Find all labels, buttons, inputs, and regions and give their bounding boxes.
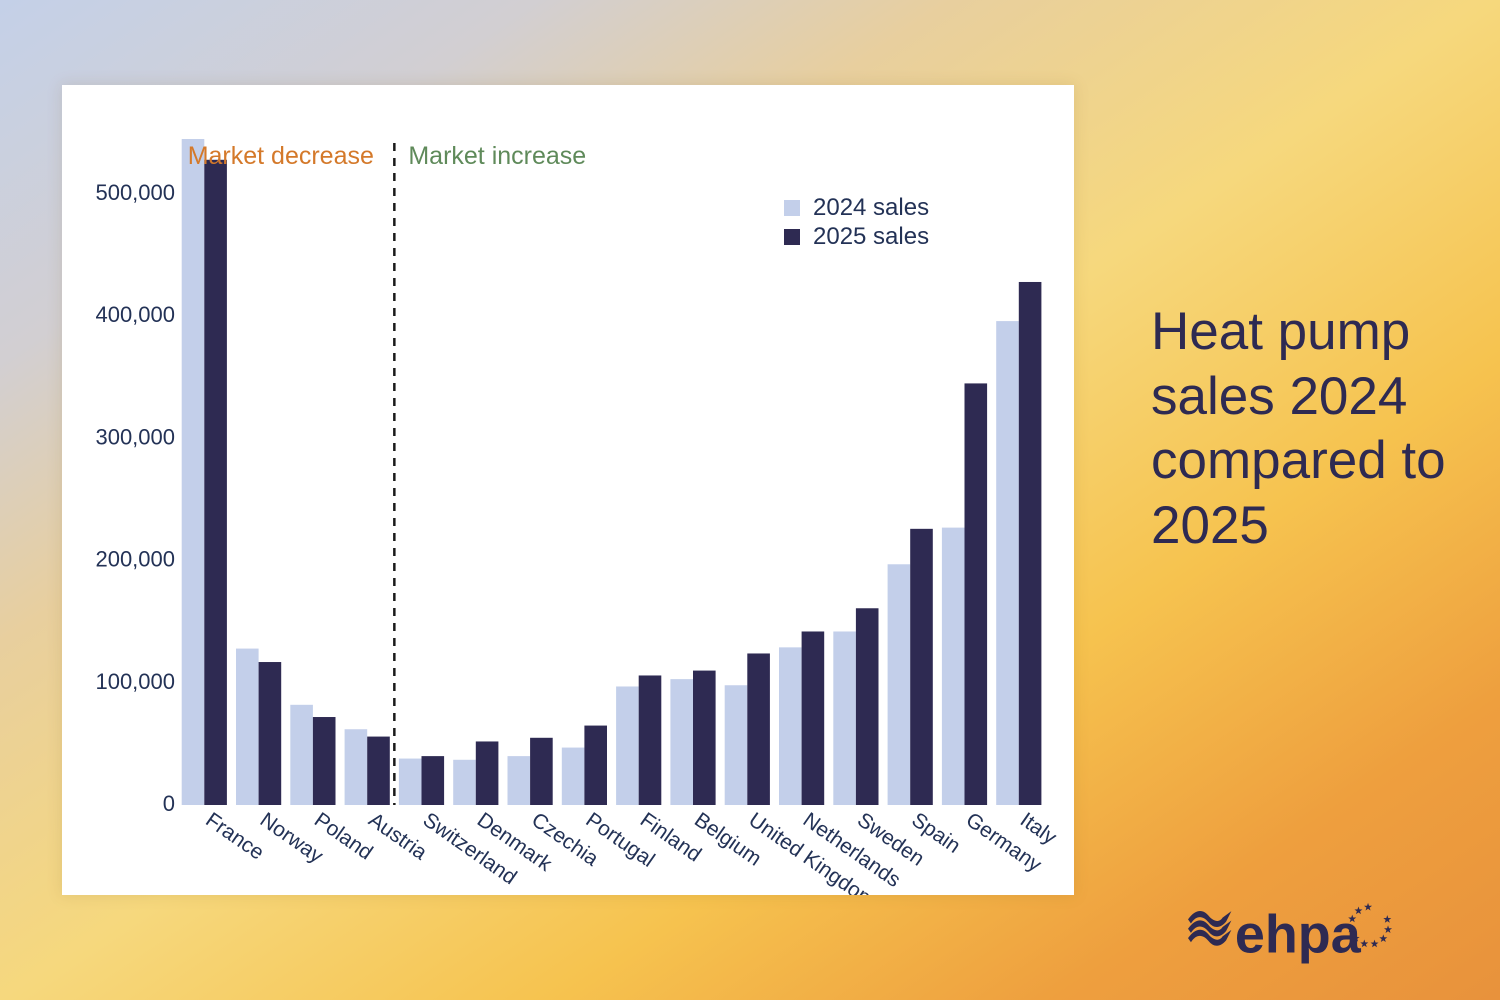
svg-text:400,000: 400,000 xyxy=(95,302,175,327)
svg-text:500,000: 500,000 xyxy=(95,180,175,205)
svg-text:France: France xyxy=(201,808,268,864)
svg-text:ehpa: ehpa xyxy=(1235,905,1362,965)
svg-text:0: 0 xyxy=(163,791,175,816)
svg-text:Market decrease: Market decrease xyxy=(188,142,374,170)
svg-text:200,000: 200,000 xyxy=(95,547,175,572)
svg-text:Austria: Austria xyxy=(364,808,431,865)
svg-text:100,000: 100,000 xyxy=(95,669,175,694)
svg-text:Market increase: Market increase xyxy=(408,142,586,170)
svg-text:300,000: 300,000 xyxy=(95,424,175,449)
